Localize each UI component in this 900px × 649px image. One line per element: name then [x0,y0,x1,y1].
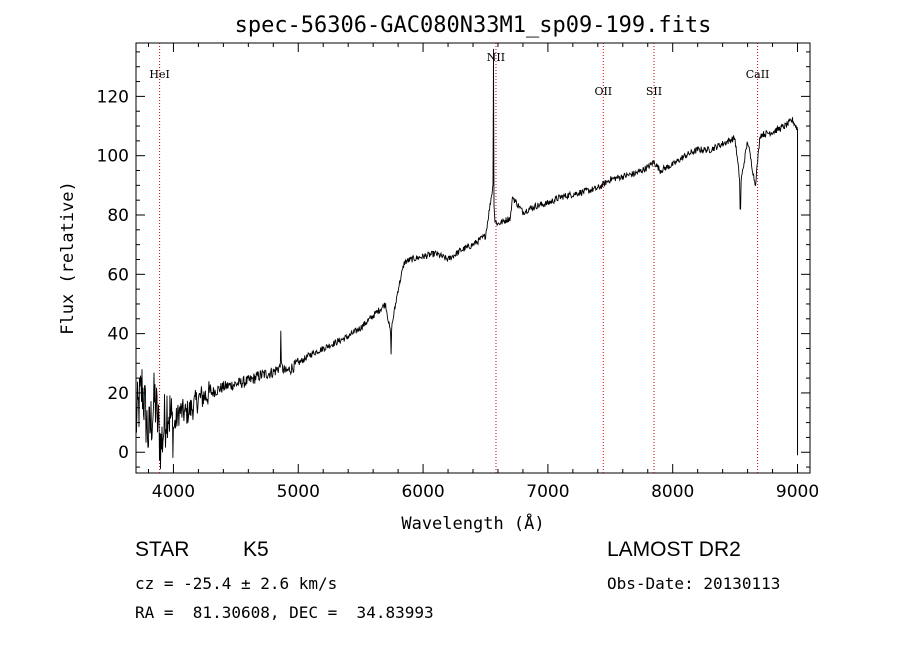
survey-label: LAMOST DR2 [607,538,741,561]
chart-title: spec-56306-GAC080N33M1_sp09-199.fits [235,13,712,38]
x-tick-label-4: 8000 [651,482,694,502]
obs-date-readout: Obs-Date: 20130113 [607,574,781,593]
y-tick-label-1: 20 [107,384,129,404]
line-label-CaII: CaII [746,68,770,81]
x-tick-label-0: 4000 [152,482,195,502]
y-tick-label-4: 80 [107,206,129,226]
x-tick-label-5: 9000 [776,482,819,502]
spectrum-series [135,48,798,470]
coordinates-readout: RA = 81.30608, DEC = 34.83993 [135,603,434,622]
line-label-NII: NII [487,51,505,64]
x-tick-label-3: 7000 [526,482,569,502]
line-label-HeI: HeI [149,68,169,81]
y-axis-label: Flux (relative) [58,181,78,335]
y-tick-label-5: 100 [97,147,129,167]
object-subclass: K5 [243,538,269,561]
object-class: STAR [135,538,190,561]
y-tick-label-2: 40 [107,325,129,345]
y-tick-label-6: 120 [97,87,129,107]
line-label-OII: OII [594,85,612,98]
plot-frame [135,42,811,474]
x-tick-label-1: 5000 [277,482,320,502]
x-tick-label-2: 6000 [401,482,444,502]
velocity-readout: cz = -25.4 ± 2.6 km/s [135,574,338,593]
line-label-SII: SII [646,85,662,98]
x-axis-label: Wavelength (Å) [401,512,544,534]
y-tick-label-0: 0 [118,443,129,463]
y-tick-label-3: 60 [107,265,129,285]
